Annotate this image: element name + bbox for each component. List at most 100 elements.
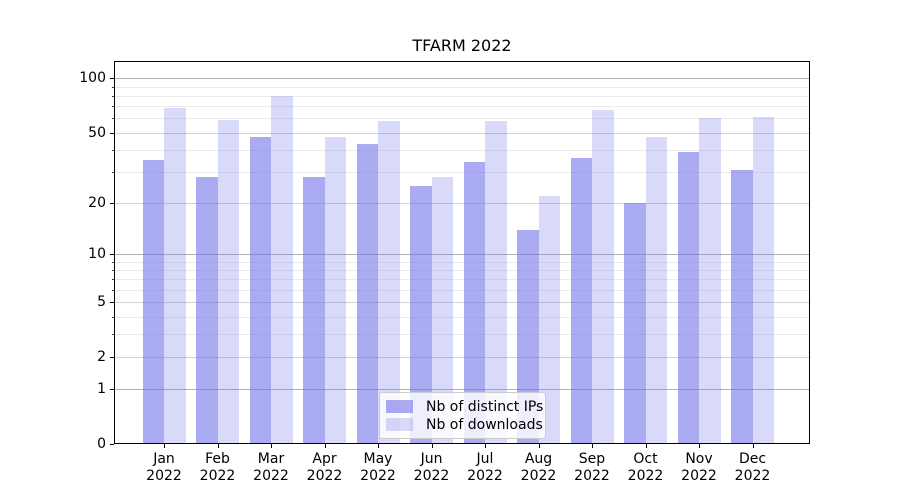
gridline-minor (114, 269, 810, 271)
bar-downloads-jun (431, 177, 453, 444)
y-minor-tick-mark (112, 279, 114, 281)
gridline-minor (114, 149, 810, 151)
x-tick-label-may: May 2022 (346, 451, 410, 485)
bar-downloads-feb (217, 119, 239, 444)
x-tick-month: Nov (685, 451, 713, 467)
y-minor-tick-mark (112, 149, 114, 151)
x-tick-year: 2022 (253, 468, 289, 484)
x-tick-year: 2022 (520, 468, 557, 484)
x-tick-mark (217, 444, 219, 448)
x-tick-label-oct: Oct 2022 (614, 451, 678, 485)
x-tick-label-sep: Sep 2022 (560, 451, 624, 485)
gridline-minor (114, 118, 810, 120)
gridline-minor (114, 106, 810, 108)
x-tick-label-jan: Jan 2022 (132, 451, 196, 485)
y-tick-label: 50 (88, 124, 106, 141)
bar-distinct-ips-jan (142, 160, 164, 444)
bar-downloads-sep (592, 109, 614, 444)
legend-entry-downloads: Nb of downloads (386, 416, 543, 433)
bar-distinct-ips-mar (249, 137, 271, 444)
y-tick-label: 2 (97, 348, 106, 365)
x-tick-mark (431, 444, 433, 448)
x-tick-year: 2022 (360, 468, 396, 484)
y-tick-mark (110, 389, 114, 391)
x-tick-mark (645, 444, 647, 448)
bar-downloads-aug (538, 195, 560, 444)
gridline-minor (114, 334, 810, 336)
x-tick-month: Dec (738, 451, 767, 467)
legend-swatch-downloads (386, 418, 413, 431)
y-minor-tick-mark (112, 261, 114, 263)
x-tick-year: 2022 (199, 468, 236, 484)
x-tick-year: 2022 (734, 468, 771, 484)
y-tick-mark (110, 444, 114, 445)
legend: Nb of distinct IPs Nb of downloads (379, 392, 546, 439)
y-minor-tick-mark (112, 269, 114, 271)
y-tick-label: 5 (97, 294, 106, 311)
bar-distinct-ips-sep (570, 158, 592, 444)
x-tick-month: May (363, 451, 393, 467)
bar-distinct-ips-oct (624, 202, 646, 444)
x-tick-month: Jun (420, 451, 443, 467)
x-tick-mark (324, 444, 326, 448)
x-tick-month: Feb (205, 451, 230, 467)
x-tick-month: Jul (476, 451, 494, 467)
y-tick-mark (110, 78, 114, 80)
bar-distinct-ips-apr (303, 177, 325, 444)
bar-downloads-jul (485, 121, 507, 444)
y-minor-tick-mark (112, 95, 114, 97)
gridline-minor (114, 289, 810, 291)
gridline-minor (114, 172, 810, 174)
x-tick-mark (752, 444, 754, 448)
y-minor-tick-mark (112, 86, 114, 88)
x-tick-month: Sep (578, 451, 606, 467)
y-tick-label: 20 (88, 194, 106, 211)
y-minor-tick-mark (112, 118, 114, 120)
bar-distinct-ips-may (356, 144, 378, 444)
x-tick-label-jun: Jun 2022 (400, 451, 464, 485)
y-tick-label: 1 (97, 381, 106, 398)
x-tick-year: 2022 (467, 468, 503, 484)
bar-distinct-ips-nov (677, 151, 699, 444)
x-tick-month: Jan (153, 451, 175, 467)
x-tick-year: 2022 (627, 468, 664, 484)
gridline-major (114, 302, 810, 304)
y-minor-tick-mark (112, 172, 114, 174)
y-tick-label: 100 (79, 70, 106, 87)
gridline-major (114, 202, 810, 204)
x-tick-label-aug: Aug 2022 (507, 451, 571, 485)
gridline-minor (114, 316, 810, 318)
x-tick-mark (164, 444, 165, 448)
y-minor-tick-mark (112, 289, 114, 291)
bar-downloads-may (378, 121, 400, 444)
y-tick-mark (110, 202, 114, 204)
chart-title: TFARM 2022 (412, 36, 512, 55)
gridline-major (114, 356, 810, 358)
y-tick-mark (110, 254, 114, 256)
x-tick-month: Aug (524, 451, 553, 467)
bar-distinct-ips-jun (410, 185, 432, 444)
y-tick-mark (110, 356, 114, 358)
bar-distinct-ips-feb (196, 177, 218, 444)
gridline-major (114, 254, 810, 256)
legend-label-downloads: Nb of downloads (426, 416, 543, 433)
y-tick-label: 10 (88, 246, 106, 263)
bar-downloads-mar (271, 95, 293, 444)
legend-label-distinct-ips: Nb of distinct IPs (426, 398, 544, 415)
y-minor-tick-mark (112, 106, 114, 108)
bar-distinct-ips-aug (517, 229, 539, 444)
x-tick-year: 2022 (574, 468, 610, 484)
x-tick-mark (271, 444, 272, 448)
bar-downloads-apr (324, 137, 346, 444)
x-tick-year: 2022 (681, 468, 717, 484)
x-tick-year: 2022 (306, 468, 343, 484)
bar-downloads-oct (645, 137, 667, 444)
gridline-minor (114, 261, 810, 263)
x-tick-label-dec: Dec 2022 (721, 451, 785, 485)
x-tick-label-mar: Mar 2022 (239, 451, 303, 485)
x-tick-mark (538, 444, 540, 448)
y-tick-label: 0 (97, 436, 106, 452)
x-tick-label-jul: Jul 2022 (453, 451, 517, 485)
gridline-minor (114, 86, 810, 88)
